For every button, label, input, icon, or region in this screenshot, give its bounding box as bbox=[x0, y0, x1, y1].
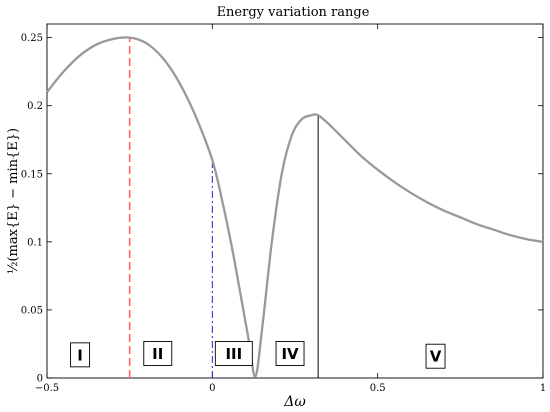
x-tick-label: −0.5 bbox=[35, 383, 59, 394]
region-label: II bbox=[152, 345, 163, 363]
y-tick-label: 0.2 bbox=[27, 101, 43, 112]
y-tick-label: 0.05 bbox=[21, 305, 43, 316]
x-axis-label: Δω bbox=[283, 394, 306, 410]
y-tick-label: 0.1 bbox=[27, 237, 43, 248]
y-tick-label: 0.15 bbox=[21, 169, 43, 180]
y-tick-label: 0.25 bbox=[21, 33, 43, 44]
axis-ticks: −0.5 0 0.5 100.050.10.150.20.25 bbox=[21, 24, 546, 394]
x-tick-label: 1 bbox=[540, 383, 546, 394]
energy-range-curve bbox=[46, 36, 544, 378]
series-lines bbox=[46, 36, 544, 378]
region-label-box bbox=[425, 343, 446, 369]
region-label: I bbox=[77, 346, 83, 364]
region-label-box bbox=[214, 341, 253, 366]
x-tick-label: 0.5 bbox=[370, 383, 386, 394]
region-label-box bbox=[143, 341, 173, 366]
region-label: III bbox=[225, 345, 242, 363]
y-tick-label: 0 bbox=[37, 374, 43, 385]
region-label-box bbox=[275, 341, 305, 366]
region-labels: I II III IV V bbox=[70, 341, 446, 369]
chart-title: Energy variation range bbox=[217, 5, 370, 20]
y-axis-label: ½(max{E} − min{E}) bbox=[6, 128, 21, 274]
reference-lines bbox=[128, 37, 319, 378]
region-label: IV bbox=[281, 345, 299, 363]
region-label: V bbox=[430, 348, 442, 366]
plot-area-frame bbox=[46, 23, 544, 379]
region-label-box bbox=[70, 342, 91, 368]
x-tick-label: 0 bbox=[209, 383, 215, 394]
